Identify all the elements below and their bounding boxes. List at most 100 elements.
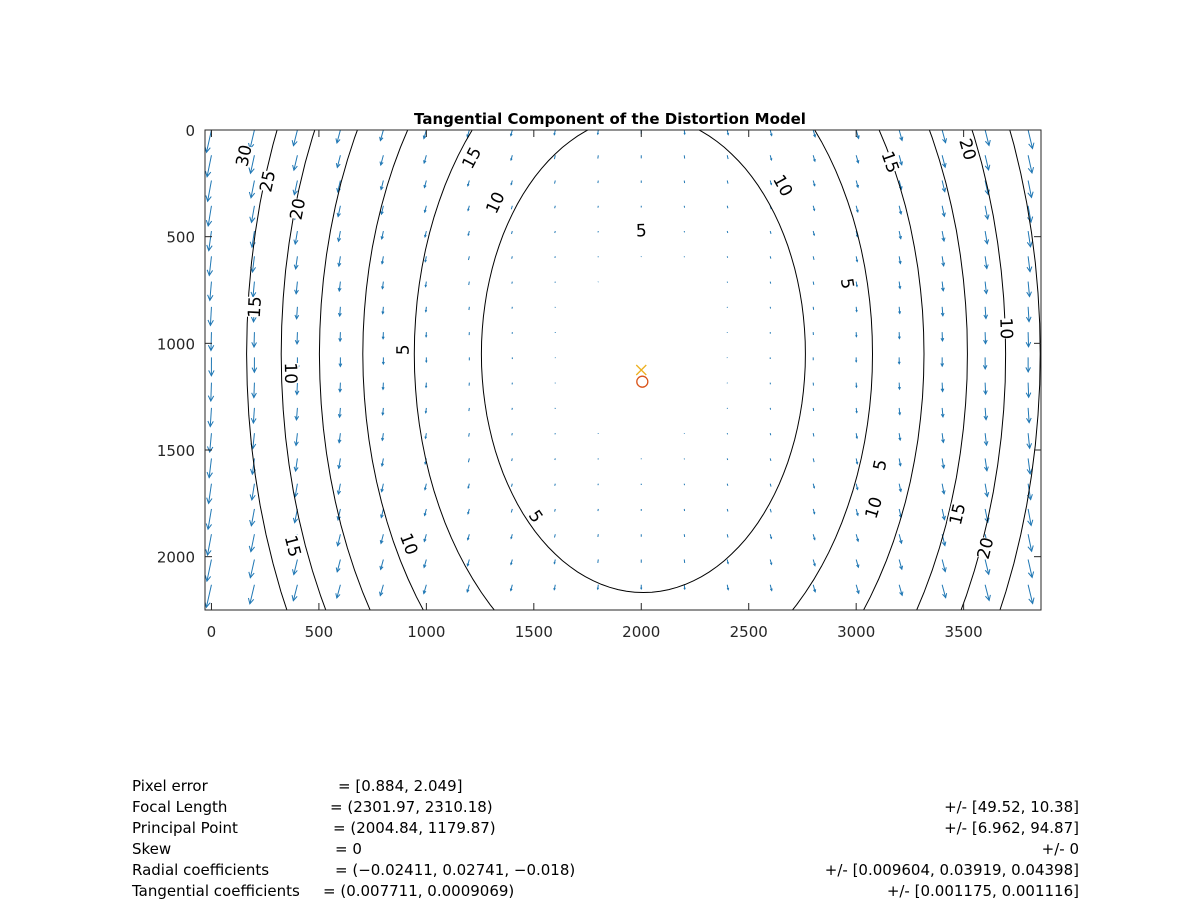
quiver-arrow bbox=[336, 559, 341, 572]
quiver-arrow bbox=[769, 483, 772, 487]
param-uncertainty: +/- 0 bbox=[1041, 840, 1079, 858]
quiver-arrow bbox=[466, 130, 470, 138]
quiver-arrow-head bbox=[941, 187, 947, 193]
quiver-arrow-head bbox=[206, 269, 214, 277]
quiver-arrow bbox=[295, 281, 298, 294]
x-tick-label: 500 bbox=[305, 623, 334, 641]
quiver-arrow-head bbox=[335, 593, 341, 600]
contour-lines bbox=[246, 130, 1041, 610]
quiver-arrow-head bbox=[380, 261, 385, 265]
quiver-arrow-head bbox=[984, 466, 989, 472]
quiver-arrow-head bbox=[813, 511, 816, 515]
quiver-arrow-head bbox=[940, 312, 945, 317]
quiver-arrow-head bbox=[812, 208, 816, 212]
quiver-arrow-head bbox=[466, 183, 470, 187]
quiver-arrow bbox=[726, 483, 729, 486]
quiver-arrow bbox=[984, 281, 987, 294]
quiver-arrow-head bbox=[855, 385, 858, 389]
quiver-arrow-head bbox=[424, 284, 428, 288]
quiver-arrow-head bbox=[856, 160, 860, 164]
quiver-arrow-head bbox=[381, 361, 385, 366]
quiver-arrow bbox=[336, 130, 341, 144]
quiver-arrow bbox=[251, 483, 255, 500]
quiver-arrow-head bbox=[769, 133, 773, 137]
contour-label: 5 bbox=[394, 344, 414, 355]
quiver-arrow-head bbox=[1027, 216, 1034, 224]
quiver-arrow-head bbox=[335, 567, 341, 573]
quiver-arrow bbox=[338, 281, 341, 292]
quiver-arrow-head bbox=[855, 461, 859, 465]
chart-title: Tangential Component of the Distortion M… bbox=[414, 110, 806, 128]
quiver-arrow bbox=[1027, 155, 1033, 174]
quiver-arrow bbox=[984, 256, 988, 269]
quiver-arrow-head bbox=[769, 588, 773, 592]
quiver-arrow bbox=[511, 230, 513, 235]
quiver-arrow-head bbox=[983, 339, 988, 345]
quiver-arrow-head bbox=[726, 587, 730, 591]
quiver-arrow-head bbox=[899, 136, 904, 142]
quiver-arrow-head bbox=[467, 486, 470, 490]
quiver-arrow-head bbox=[941, 287, 945, 292]
quiver-arrow-head bbox=[380, 463, 385, 468]
quiver-arrow-head bbox=[424, 234, 427, 238]
quiver-arrow bbox=[380, 534, 384, 544]
quiver-arrow-head bbox=[855, 487, 859, 491]
quiver-arrow-head bbox=[248, 571, 255, 579]
quiver-arrow bbox=[812, 584, 816, 592]
quiver-arrow-head bbox=[207, 420, 214, 428]
quiver-arrow-head bbox=[983, 314, 989, 320]
contour-label-bg bbox=[947, 502, 968, 526]
x-tick-label: 3000 bbox=[837, 623, 875, 641]
quiver-arrow-head bbox=[1026, 417, 1032, 424]
quiver-arrow-head bbox=[248, 167, 255, 175]
quiver-arrow-head bbox=[855, 512, 859, 517]
quiver-arrow bbox=[336, 584, 341, 599]
quiver-arrow-head bbox=[941, 464, 946, 470]
quiver-arrow bbox=[379, 584, 384, 596]
axes-box bbox=[204, 129, 1042, 611]
quiver-arrow-head bbox=[337, 439, 342, 444]
quiver-arrow-head bbox=[250, 291, 257, 298]
quiver-arrow bbox=[337, 534, 341, 546]
contour-line-10 bbox=[413, 130, 873, 610]
quiver-arrow bbox=[1027, 205, 1032, 223]
quiver-arrow-head bbox=[422, 590, 427, 595]
quiver-arrow bbox=[1027, 559, 1033, 578]
quiver-arrow-head bbox=[1028, 597, 1035, 605]
quiver-arrow bbox=[251, 230, 255, 248]
quiver-arrow bbox=[812, 281, 815, 285]
quiver-arrow bbox=[726, 534, 729, 538]
quiver-arrow-head bbox=[1025, 316, 1032, 323]
quiver-arrow bbox=[769, 230, 772, 234]
quiver-arrow-head bbox=[424, 385, 428, 389]
quiver-arrow bbox=[1027, 458, 1031, 474]
quiver-arrow bbox=[337, 180, 341, 193]
quiver-arrow-head bbox=[898, 412, 902, 416]
param-label: Principal Point bbox=[132, 819, 238, 837]
quiver-arrow-head bbox=[983, 390, 988, 396]
quiver-arrow-head bbox=[207, 319, 214, 327]
quiver-arrow-head bbox=[337, 413, 342, 419]
quiver-arrow-head bbox=[509, 588, 513, 592]
quiver-arrow bbox=[292, 584, 298, 601]
quiver-arrow bbox=[941, 130, 947, 143]
quiver-arrow bbox=[941, 155, 946, 168]
quiver-arrow-head bbox=[1026, 266, 1033, 273]
quiver-arrow bbox=[336, 155, 341, 168]
quiver-arrow-head bbox=[898, 260, 902, 265]
contour-label-bg bbox=[398, 531, 421, 557]
quiver-arrow bbox=[207, 205, 212, 226]
quiver-arrow bbox=[1027, 508, 1032, 526]
quiver-arrow-head bbox=[251, 342, 257, 349]
quiver-arrow-head bbox=[381, 412, 385, 416]
quiver-arrow-head bbox=[423, 184, 427, 189]
quiver-arrow-head bbox=[379, 161, 384, 167]
quiver-arrow bbox=[554, 205, 556, 209]
contour-label-bg bbox=[287, 197, 308, 221]
contour-label-bg bbox=[879, 149, 902, 175]
quiver-arrow-head bbox=[249, 494, 256, 501]
contour-line-20 bbox=[318, 130, 968, 610]
quiver-arrow bbox=[295, 433, 298, 446]
contour-label-bg bbox=[394, 339, 411, 360]
